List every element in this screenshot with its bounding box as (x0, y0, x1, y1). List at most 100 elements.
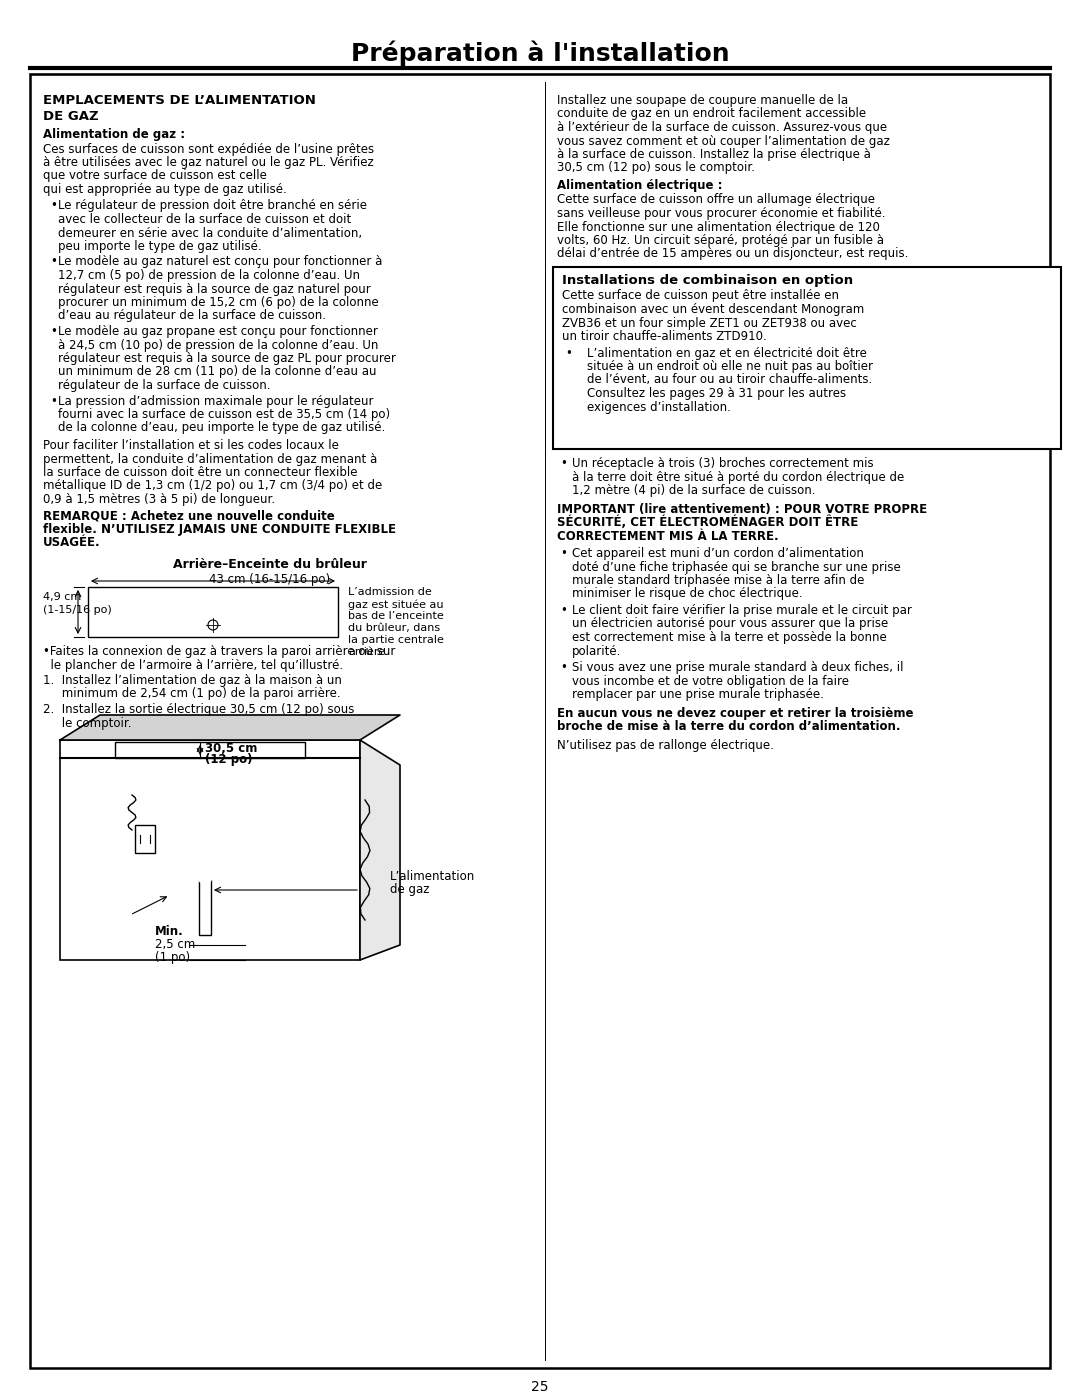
Text: •: • (561, 661, 567, 673)
Text: USAGÉE.: USAGÉE. (43, 536, 100, 549)
Text: un tiroir chauffe-aliments ZTD910.: un tiroir chauffe-aliments ZTD910. (562, 330, 767, 344)
Text: 2,5 cm: 2,5 cm (156, 937, 195, 951)
Text: Le modèle au gaz propane est conçu pour fonctionner: Le modèle au gaz propane est conçu pour … (58, 326, 378, 338)
Text: Un réceptacle à trois (3) broches correctement mis: Un réceptacle à trois (3) broches correc… (572, 457, 874, 469)
Text: DE GAZ: DE GAZ (43, 110, 98, 123)
Text: est correctement mise à la terre et possède la bonne: est correctement mise à la terre et poss… (572, 631, 887, 644)
Text: Cet appareil est muni d’un cordon d’alimentation: Cet appareil est muni d’un cordon d’alim… (572, 548, 864, 560)
Text: la partie centrale: la partie centrale (348, 636, 444, 645)
Text: La pression d’admission maximale pour le régulateur: La pression d’admission maximale pour le… (58, 394, 374, 408)
Text: En aucun vous ne devez couper et retirer la troisième: En aucun vous ne devez couper et retirer… (557, 707, 914, 719)
Text: polarité.: polarité. (572, 644, 621, 658)
Text: •: • (50, 326, 57, 338)
Text: •: • (565, 346, 572, 359)
Bar (87, 587, 338, 637)
Text: L’admission de: L’admission de (348, 587, 432, 597)
Text: bas de l’enceinte: bas de l’enceinte (348, 610, 444, 622)
Text: Ces surfaces de cuisson sont expédiée de l’usine prêtes: Ces surfaces de cuisson sont expédiée de… (43, 142, 374, 155)
Text: permettent, la conduite d’alimentation de gaz menant à: permettent, la conduite d’alimentation d… (43, 453, 377, 465)
Bar (114, 742, 305, 759)
Text: de l’évent, au four ou au tiroir chauffe-aliments.: de l’évent, au four ou au tiroir chauffe… (588, 373, 873, 387)
Text: fourni avec la surface de cuisson est de 35,5 cm (14 po): fourni avec la surface de cuisson est de… (58, 408, 390, 420)
Text: N’utilisez pas de rallonge électrique.: N’utilisez pas de rallonge électrique. (557, 739, 774, 752)
Text: régulateur est requis à la source de gaz naturel pour: régulateur est requis à la source de gaz… (58, 282, 370, 296)
Text: •: • (561, 457, 567, 469)
Text: remplacer par une prise murale triphasée.: remplacer par une prise murale triphasée… (572, 687, 824, 701)
Text: de la colonne d’eau, peu importe le type de gaz utilisé.: de la colonne d’eau, peu importe le type… (58, 422, 386, 434)
Text: un minimum de 28 cm (11 po) de la colonne d’eau au: un minimum de 28 cm (11 po) de la colonn… (58, 366, 377, 379)
Text: Alimentation électrique :: Alimentation électrique : (557, 179, 723, 191)
Text: vous savez comment et où couper l’alimentation de gaz: vous savez comment et où couper l’alimen… (557, 134, 890, 148)
Text: vous incombe et de votre obligation de la faire: vous incombe et de votre obligation de l… (572, 675, 849, 687)
Text: Le régulateur de pression doit être branché en série: Le régulateur de pression doit être bran… (58, 200, 367, 212)
Text: 1,2 mètre (4 pi) de la surface de cuisson.: 1,2 mètre (4 pi) de la surface de cuisso… (572, 483, 815, 497)
Bar (60, 740, 360, 960)
Text: IMPORTANT (lire attentivement) : POUR VOTRE PROPRE: IMPORTANT (lire attentivement) : POUR VO… (557, 503, 927, 515)
Text: •: • (50, 394, 57, 408)
Text: 0,9 à 1,5 mètres (3 à 5 pi) de longueur.: 0,9 à 1,5 mètres (3 à 5 pi) de longueur. (43, 493, 275, 506)
Text: régulateur est requis à la source de gaz PL pour procurer: régulateur est requis à la source de gaz… (58, 352, 396, 365)
Text: d’eau au régulateur de la surface de cuisson.: d’eau au régulateur de la surface de cui… (58, 310, 326, 323)
Text: Elle fonctionne sur une alimentation électrique de 120: Elle fonctionne sur une alimentation éle… (557, 221, 880, 233)
Text: Le client doit faire vérifier la prise murale et le circuit par: Le client doit faire vérifier la prise m… (572, 604, 912, 617)
Text: Préparation à l'installation: Préparation à l'installation (351, 41, 729, 66)
Text: arrière.: arrière. (348, 647, 389, 657)
Text: régulateur de la surface de cuisson.: régulateur de la surface de cuisson. (58, 379, 270, 393)
Bar (553, 267, 1061, 448)
Bar (199, 880, 211, 935)
Text: murale standard triphasée mise à la terre afin de: murale standard triphasée mise à la terr… (572, 574, 864, 587)
Text: à la surface de cuisson. Installez la prise électrique à: à la surface de cuisson. Installez la pr… (557, 148, 870, 161)
Text: 25: 25 (531, 1380, 549, 1394)
Text: à être utilisées avec le gaz naturel ou le gaz PL. Vérifiez: à être utilisées avec le gaz naturel ou … (43, 156, 374, 169)
Ellipse shape (199, 877, 211, 883)
Text: qui est appropriée au type de gaz utilisé.: qui est appropriée au type de gaz utilis… (43, 183, 287, 196)
Polygon shape (360, 740, 400, 960)
Text: le comptoir.: le comptoir. (43, 717, 132, 729)
Text: doté d’une fiche triphasée qui se branche sur une prise: doté d’une fiche triphasée qui se branch… (572, 560, 901, 574)
Polygon shape (60, 715, 400, 740)
Text: délai d’entrée de 15 ampères ou un disjoncteur, est requis.: délai d’entrée de 15 ampères ou un disjo… (557, 247, 908, 260)
Text: que votre surface de cuisson est celle: que votre surface de cuisson est celle (43, 169, 267, 183)
Text: minimum de 2,54 cm (1 po) de la paroi arrière.: minimum de 2,54 cm (1 po) de la paroi ar… (43, 687, 340, 700)
Text: peu importe le type de gaz utilisé.: peu importe le type de gaz utilisé. (58, 240, 261, 253)
Text: •Faites la connexion de gaz à travers la paroi arrière ou sur: •Faites la connexion de gaz à travers la… (43, 645, 395, 658)
Text: ZVB36 et un four simple ZET1 ou ZET938 ou avec: ZVB36 et un four simple ZET1 ou ZET938 o… (562, 317, 856, 330)
Text: Arrière–Enceinte du brûleur: Arrière–Enceinte du brûleur (173, 557, 367, 571)
Text: (1-15/16 po): (1-15/16 po) (43, 605, 111, 615)
Text: de gaz: de gaz (390, 883, 430, 895)
Text: 12,7 cm (5 po) de pression de la colonne d’eau. Un: 12,7 cm (5 po) de pression de la colonne… (58, 270, 360, 282)
Text: Cette surface de cuisson offre un allumage électrique: Cette surface de cuisson offre un alluma… (557, 194, 875, 207)
Text: 30,5 cm (12 po) sous le comptoir.: 30,5 cm (12 po) sous le comptoir. (557, 162, 755, 175)
Text: métallique ID de 1,3 cm (1/2 po) ou 1,7 cm (3/4 po) et de: métallique ID de 1,3 cm (1/2 po) ou 1,7 … (43, 479, 382, 493)
Text: Installez une soupape de coupure manuelle de la: Installez une soupape de coupure manuell… (557, 94, 848, 108)
Text: minimiser le risque de choc électrique.: minimiser le risque de choc électrique. (572, 588, 802, 601)
Text: à 24,5 cm (10 po) de pression de la colonne d’eau. Un: à 24,5 cm (10 po) de pression de la colo… (58, 338, 378, 352)
Text: (1 po): (1 po) (156, 951, 190, 964)
Text: L’alimentation en gaz et en électricité doit être: L’alimentation en gaz et en électricité … (588, 346, 867, 359)
Text: 2.  Installez la sortie électrique 30,5 cm (12 po) sous: 2. Installez la sortie électrique 30,5 c… (43, 703, 354, 717)
Text: •: • (561, 604, 567, 617)
Text: •: • (50, 200, 57, 212)
Text: la surface de cuisson doit être un connecteur flexible: la surface de cuisson doit être un conne… (43, 467, 357, 479)
Text: à la terre doit être situé à porté du cordon électrique de: à la terre doit être situé à porté du co… (572, 471, 904, 483)
Text: broche de mise à la terre du cordon d’alimentation.: broche de mise à la terre du cordon d’al… (557, 719, 901, 733)
Text: un électricien autorisé pour vous assurer que la prise: un électricien autorisé pour vous assure… (572, 617, 888, 630)
Text: gaz est située au: gaz est située au (348, 599, 444, 609)
Text: Pour faciliter l’installation et si les codes locaux le: Pour faciliter l’installation et si les … (43, 439, 339, 453)
Text: REMARQUE : Achetez une nouvelle conduite: REMARQUE : Achetez une nouvelle conduite (43, 510, 335, 522)
Text: CORRECTEMENT MIS À LA TERRE.: CORRECTEMENT MIS À LA TERRE. (557, 529, 779, 542)
Bar (135, 826, 156, 854)
Text: 43 cm (16-15/16 po): 43 cm (16-15/16 po) (210, 573, 330, 585)
Text: Consultez les pages 29 à 31 pour les autres: Consultez les pages 29 à 31 pour les aut… (588, 387, 846, 400)
Text: L’alimentation: L’alimentation (390, 870, 475, 883)
Text: exigences d’installation.: exigences d’installation. (588, 401, 731, 414)
Text: Min.: Min. (156, 925, 184, 937)
Text: •: • (561, 548, 567, 560)
Text: procurer un minimum de 15,2 cm (6 po) de la colonne: procurer un minimum de 15,2 cm (6 po) de… (58, 296, 379, 309)
Text: 1.  Installez l’alimentation de gaz à la maison à un: 1. Installez l’alimentation de gaz à la … (43, 673, 342, 687)
Text: •: • (50, 256, 57, 268)
Text: Alimentation de gaz :: Alimentation de gaz : (43, 129, 185, 141)
Text: flexible. N’UTILISEZ JAMAIS UNE CONDUITE FLEXIBLE: flexible. N’UTILISEZ JAMAIS UNE CONDUITE… (43, 522, 396, 536)
Text: Le modèle au gaz naturel est conçu pour fonctionner à: Le modèle au gaz naturel est conçu pour … (58, 256, 382, 268)
Text: du brûleur, dans: du brûleur, dans (348, 623, 441, 633)
